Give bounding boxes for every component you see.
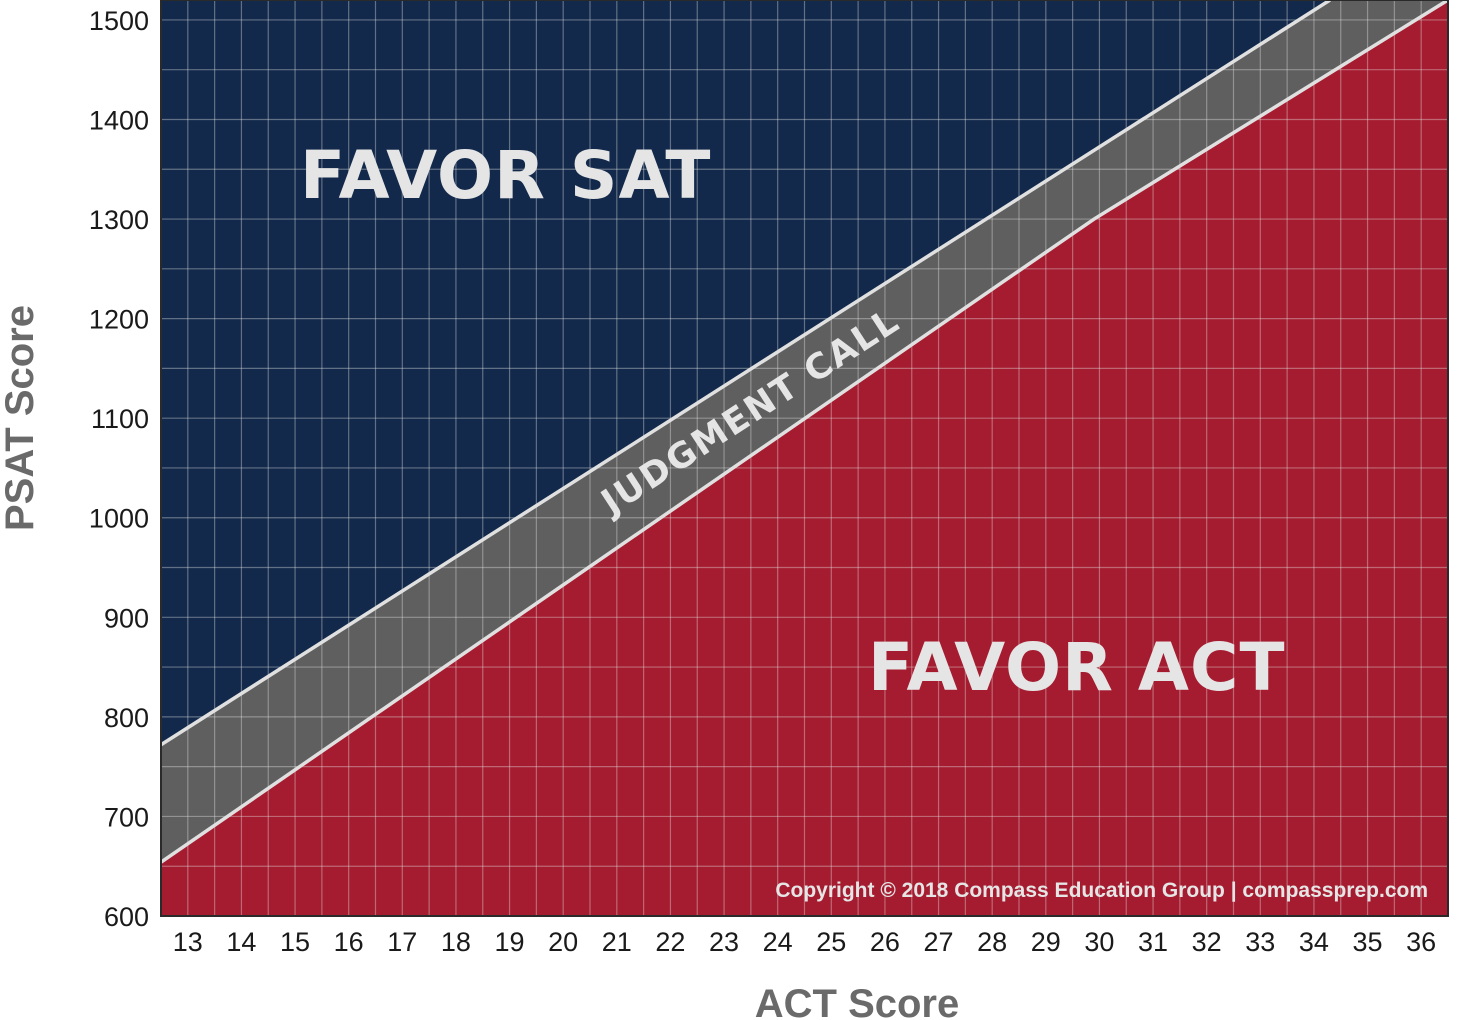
- copyright-text: Copyright © 2018 Compass Education Group…: [775, 879, 1428, 902]
- x-tick-label: 32: [1192, 927, 1222, 957]
- x-tick-label: 16: [334, 927, 364, 957]
- x-tick-label: 23: [709, 927, 739, 957]
- y-tick-label: 800: [104, 703, 149, 733]
- x-tick-label: 24: [763, 927, 793, 957]
- y-tick-label: 1400: [89, 105, 149, 135]
- region-label-favor-sat: FAVOR SAT: [300, 137, 711, 214]
- plot-frame: [160, 0, 1449, 917]
- x-tick-label: 35: [1353, 927, 1383, 957]
- x-tick-label: 28: [977, 927, 1007, 957]
- x-tick-label: 27: [924, 927, 954, 957]
- y-tick-labels: 600 700 800 900 1000 1100 1200 1300 1400 1500: [89, 6, 149, 932]
- y-tick-label: 900: [104, 603, 149, 633]
- y-tick-label: 1000: [89, 504, 149, 534]
- x-tick-label: 13: [173, 927, 203, 957]
- x-tick-label: 21: [602, 927, 632, 957]
- grid: [161, 0, 1448, 916]
- x-tick-label: 15: [280, 927, 310, 957]
- x-tick-labels: 13 14 15 16 17 18 19 20 21 22 23 24 25 26 27 28 29 30 31 32…: [173, 927, 1436, 957]
- y-tick-label: 700: [104, 802, 149, 832]
- x-tick-label: 18: [441, 927, 471, 957]
- x-tick-label: 31: [1138, 927, 1168, 957]
- x-tick-label: 19: [495, 927, 525, 957]
- x-tick-label: 30: [1084, 927, 1114, 957]
- x-tick-label: 14: [226, 927, 256, 957]
- y-tick-label: 600: [104, 902, 149, 932]
- y-tick-label: 1500: [89, 6, 149, 36]
- y-tick-label: 1100: [91, 404, 149, 434]
- x-axis-title: ACT Score: [755, 982, 960, 1020]
- x-tick-label: 17: [387, 927, 417, 957]
- x-tick-label: 36: [1406, 927, 1436, 957]
- x-tick-label: 33: [1245, 927, 1275, 957]
- x-tick-label: 25: [816, 927, 846, 957]
- x-tick-label: 22: [655, 927, 685, 957]
- region-label-favor-act: FAVOR ACT: [868, 629, 1285, 706]
- x-tick-label: 26: [870, 927, 900, 957]
- x-tick-label: 20: [548, 927, 578, 957]
- y-tick-label: 1200: [89, 305, 149, 335]
- y-axis-title: PSAT Score: [0, 305, 42, 531]
- boundary-line-upper: [160, 0, 1331, 747]
- region-favor-act: [161, 0, 1448, 916]
- boundary-line-lower: [160, 0, 1449, 864]
- x-tick-label: 34: [1299, 927, 1329, 957]
- x-tick-label: 29: [1031, 927, 1061, 957]
- boundary-lines: [160, 0, 1449, 864]
- y-tick-label: 1300: [89, 205, 149, 235]
